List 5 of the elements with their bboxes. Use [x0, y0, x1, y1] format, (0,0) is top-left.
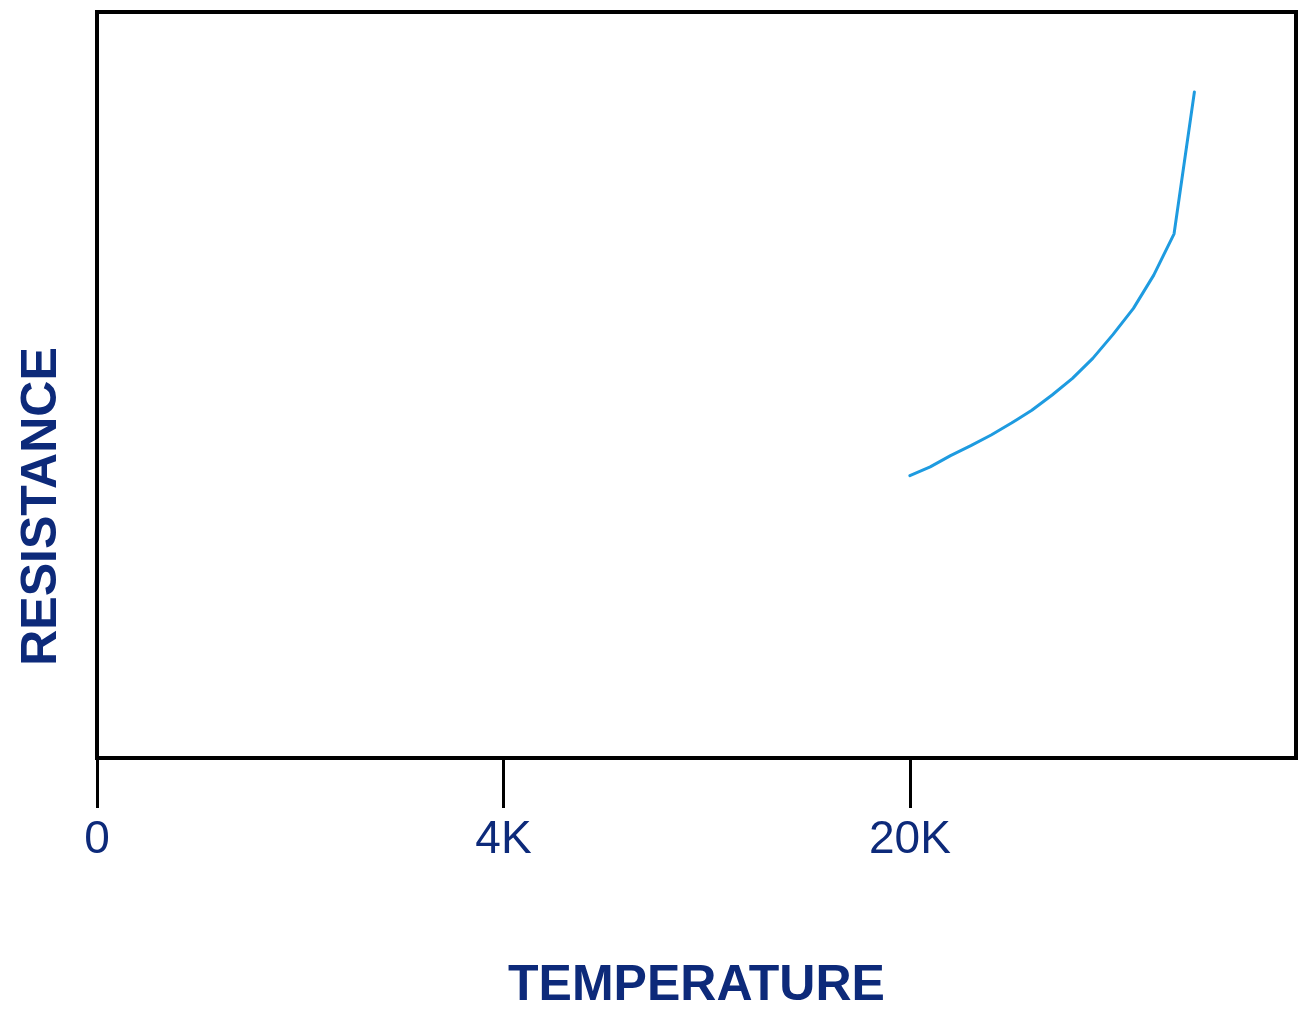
y-axis-title: RESISTANCE: [11, 347, 67, 666]
x-tick-label: 4K: [475, 811, 532, 863]
x-tick-label: 20K: [868, 811, 952, 863]
x-axis-title: TEMPERATURE: [508, 955, 885, 1011]
x-tick-label: 0: [84, 811, 110, 863]
